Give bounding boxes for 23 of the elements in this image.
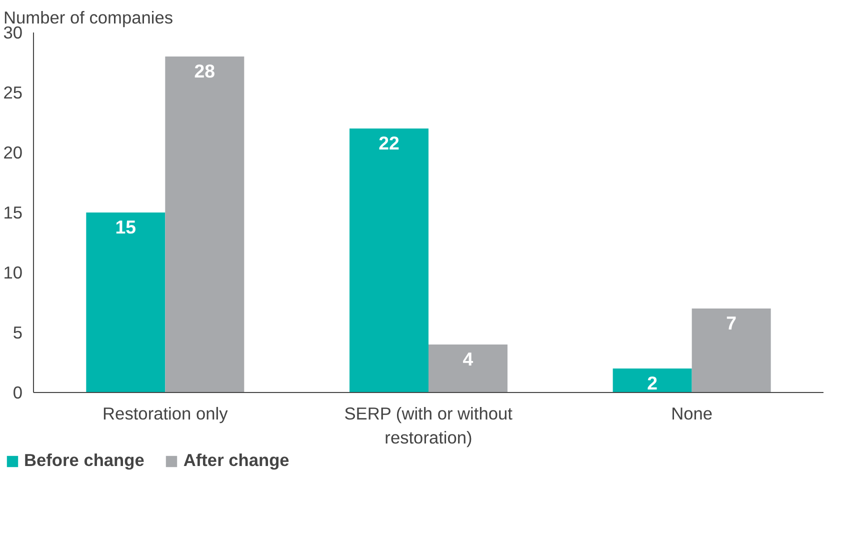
data-label: 15 — [115, 216, 136, 238]
data-label: 28 — [194, 60, 216, 82]
y-tick-label: 25 — [3, 82, 23, 102]
bar — [165, 56, 244, 392]
x-tick-label: Restoration only — [102, 404, 228, 424]
y-tick-label: 0 — [12, 382, 23, 402]
bar — [350, 128, 428, 392]
data-label: 22 — [378, 132, 400, 154]
y-tick-label: 5 — [12, 322, 23, 342]
y-tick-label: 20 — [3, 142, 23, 162]
x-tick-label: None — [671, 404, 713, 424]
data-label: 7 — [726, 312, 737, 334]
legend-label: Before change — [24, 450, 144, 471]
legend-label: After change — [183, 450, 290, 471]
x-tick-label: SERP (with or without restoration) — [344, 404, 513, 448]
bar — [692, 308, 771, 392]
data-label: 2 — [647, 372, 658, 394]
bar — [612, 368, 692, 392]
data-label: 4 — [462, 348, 474, 370]
y-tick-label: 15 — [3, 202, 23, 222]
bar — [428, 344, 508, 392]
y-tick-label: 10 — [3, 262, 23, 282]
bar — [86, 212, 166, 392]
